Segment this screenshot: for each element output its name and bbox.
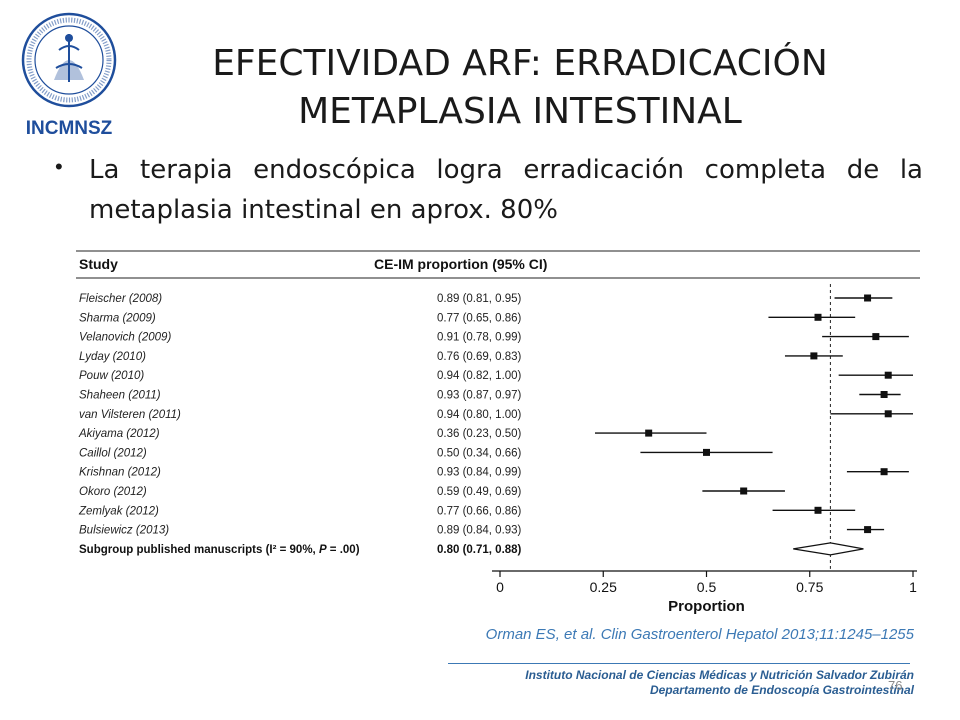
study-ci-text: 0.94 (0.82, 1.00) — [437, 370, 522, 382]
study-label: Krishnan (2012) — [79, 467, 161, 479]
study-ci-text: 0.77 (0.65, 0.86) — [437, 312, 522, 324]
study-label: Sharma (2009) — [79, 312, 156, 324]
study-ci-text: 0.36 (0.23, 0.50) — [437, 428, 522, 440]
point-estimate — [864, 526, 872, 534]
study-ci-text: 0.94 (0.80, 1.00) — [437, 409, 522, 421]
x-tick-label: 0.25 — [590, 579, 617, 595]
study-label: Velanovich (2009) — [79, 332, 171, 344]
x-axis-label: Proportion — [668, 598, 745, 615]
point-estimate — [645, 429, 653, 437]
study-ci-text: 0.89 (0.81, 0.95) — [437, 293, 522, 305]
footer-department: Departamento de Endoscopía Gastrointesti… — [649, 683, 914, 697]
point-estimate — [884, 410, 892, 418]
study-label: Caillol (2012) — [79, 447, 147, 459]
x-tick-label: 0 — [496, 579, 504, 595]
footer-institution: Instituto Nacional de Ciencias Médicas y… — [525, 668, 914, 682]
study-ci-text: 0.76 (0.69, 0.83) — [437, 351, 522, 363]
logo-text: INCMNSZ — [26, 118, 113, 139]
study-label: van Vilsteren (2011) — [79, 409, 181, 421]
summary-label: Subgroup published manuscripts (I² = 90%… — [79, 544, 360, 556]
study-label: Zemlyak (2012) — [78, 505, 159, 517]
incmnsz-logo: INCMNSZ — [21, 12, 117, 139]
footer: Instituto Nacional de Ciencias Médicas y… — [525, 668, 914, 698]
study-label: Fleischer (2008) — [79, 293, 162, 305]
header-ci: CE-IM proportion (95% CI) — [374, 256, 547, 272]
study-label: Bulsiewicz (2013) — [79, 525, 169, 537]
point-estimate — [872, 333, 880, 341]
point-estimate — [810, 352, 818, 360]
summary-diamond — [793, 542, 864, 556]
point-estimate — [814, 313, 822, 321]
footer-divider — [448, 663, 910, 664]
study-ci-text: 0.93 (0.87, 0.97) — [437, 390, 522, 402]
study-ci-text: 0.59 (0.49, 0.69) — [437, 486, 522, 498]
point-estimate — [740, 487, 748, 495]
study-ci-text: 0.91 (0.78, 0.99) — [437, 332, 522, 344]
study-label: Akiyama (2012) — [78, 428, 160, 440]
study-label: Lyday (2010) — [79, 351, 146, 363]
header-study: Study — [79, 256, 118, 272]
citation: Orman ES, et al. Clin Gastroenterol Hepa… — [485, 626, 914, 643]
point-estimate — [703, 448, 710, 456]
x-tick-label: 0.5 — [697, 579, 717, 595]
study-label: Shaheen (2011) — [79, 390, 161, 402]
point-estimate — [880, 391, 888, 398]
forest-plot: Study CE-IM proportion (95% CI) Fleischer … — [76, 250, 920, 615]
point-estimate — [814, 506, 822, 514]
study-label: Pouw (2010) — [79, 370, 144, 382]
study-ci-text: 0.50 (0.34, 0.66) — [437, 447, 522, 459]
study-ci-text: 0.89 (0.84, 0.93) — [437, 525, 522, 537]
bullet-text: La terapia endoscópica logra erradicació… — [89, 155, 923, 225]
point-estimate — [864, 294, 872, 302]
title-line-2: METAPLASIA INTESTINAL — [298, 91, 742, 132]
bullet-dot-icon: • — [55, 154, 63, 179]
point-estimate — [884, 371, 892, 379]
summary-ci-text: 0.80 (0.71, 0.88) — [437, 544, 522, 556]
slide-title: EFECTIVIDAD ARF: ERRADICACIÓN METAPLASIA… — [150, 40, 890, 136]
study-ci-text: 0.77 (0.66, 0.86) — [437, 505, 522, 517]
x-tick-label: 1 — [909, 579, 917, 595]
title-line-1: EFECTIVIDAD ARF: ERRADICACIÓN — [212, 43, 828, 84]
study-ci-text: 0.93 (0.84, 0.99) — [437, 467, 522, 479]
x-tick-label: 0.75 — [796, 579, 823, 595]
point-estimate — [880, 468, 888, 476]
slide-number: 76 — [888, 678, 903, 693]
study-label: Okoro (2012) — [79, 486, 147, 498]
